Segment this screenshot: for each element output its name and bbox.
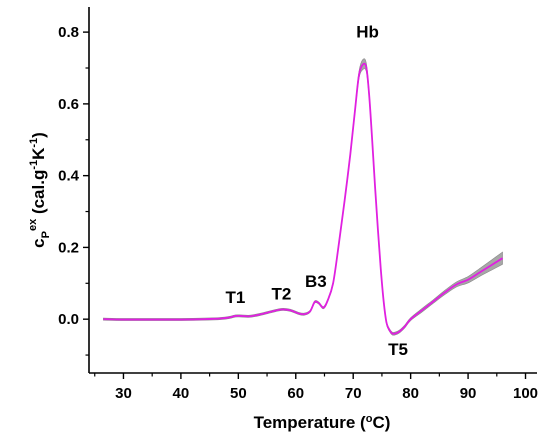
x-axis-title-degree: o [366,413,373,425]
x-tick-label: 40 [173,385,190,402]
y-axis-title-unit-a: (cal.g [29,170,48,219]
y-axis-title-c: c [29,238,48,247]
y-axis-title-unit-b: K [29,147,48,160]
annotation-layer: T1 T2 B3 Hb T5 [226,23,408,360]
peak-label: T1 [226,288,246,307]
y-tick-label: 0.6 [58,96,79,113]
peak-label: B3 [305,272,327,291]
x-tick-label: 80 [402,385,419,402]
line-layer [103,62,504,335]
y-tick-label: 0.2 [58,239,79,256]
y-tick-label: 0.8 [58,24,79,41]
x-axis-ticks: 30 40 50 60 70 80 90 100 [94,373,538,402]
y-tick-label: 0.0 [58,311,79,328]
y-tick-label: 0.4 [58,168,80,185]
y-axis-title-sup: ex [27,218,39,231]
x-tick-label: 70 [345,385,362,402]
y-axis-title-close: ) [29,132,48,138]
x-axis-title-unit: C) [372,413,390,432]
y-axis-title: cPex (cal.g-1K-1) [27,132,52,248]
plot-frame [88,7,537,374]
x-tick-label: 60 [287,385,304,402]
x-tick-label: 100 [513,385,538,402]
x-tick-label: 30 [115,385,132,402]
x-tick-label: 50 [230,385,247,402]
peak-label: Hb [356,23,379,42]
peak-label: T5 [388,340,408,359]
x-tick-label: 90 [460,385,477,402]
y-axis-title-sub: P [40,231,52,238]
y-axis-title-exp2: -1 [28,138,40,148]
y-axis-title-exp1: -1 [28,160,40,170]
series-line [103,62,504,335]
y-axis-ticks: 0.0 0.2 0.4 0.6 0.8 [58,24,89,356]
x-axis-title: Temperature (oC) [254,413,391,432]
peak-label: T2 [271,284,291,303]
x-axis-title-main: Temperature ( [254,413,366,432]
